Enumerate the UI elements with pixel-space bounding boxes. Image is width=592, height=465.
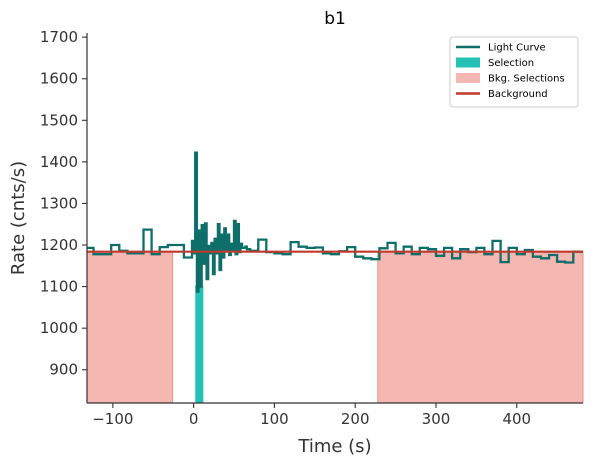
y-axis-label: Rate (cnts/s) <box>8 161 29 275</box>
chart-title: b1 <box>324 9 346 29</box>
legend-entry-label: Light Curve <box>488 43 546 54</box>
bkg-selection-1 <box>86 251 174 404</box>
light-curve-layer <box>87 151 583 293</box>
x-tick-label: −100 <box>92 410 133 428</box>
legend-swatch-patch <box>456 73 480 83</box>
x-tick-label: 100 <box>260 410 289 428</box>
y-tick-label: 1400 <box>40 153 78 171</box>
axes <box>86 33 583 404</box>
x-tick-label: 0 <box>189 410 199 428</box>
y-tick-label: 1200 <box>40 236 78 254</box>
y-tick-label: 1000 <box>40 319 78 337</box>
x-tick-label: 400 <box>502 410 531 428</box>
legend: Light Curve Selection Bkg. Selections Backg… <box>449 36 579 108</box>
x-axis-label: Time (s) <box>297 436 371 457</box>
y-tick-label: 1100 <box>40 278 78 296</box>
legend-swatch-patch <box>456 57 480 68</box>
y-tick-label: 1700 <box>40 28 78 46</box>
legend-entry-label: Selection <box>488 58 534 69</box>
x-tick-label: 300 <box>422 410 451 428</box>
legend-entry-label: Background <box>488 89 548 100</box>
light-curve-line <box>87 151 583 293</box>
legend-box <box>449 36 579 108</box>
bkg-selections-layer <box>86 251 584 404</box>
x-tick-label: 200 <box>341 410 370 428</box>
selection-layer <box>195 285 204 403</box>
legend-entry-label: Bkg. Selections <box>488 74 565 85</box>
y-tick-label: 1300 <box>40 194 78 212</box>
selection-region <box>195 285 204 403</box>
y-tick-label: 1600 <box>40 70 78 88</box>
y-tick-label: 900 <box>49 361 78 379</box>
x-ticks: −100 0 100 200 300 400 <box>92 403 531 428</box>
y-ticks: 900 1000 1100 1200 1300 1400 1500 1600 1700 <box>40 28 87 379</box>
y-tick-label: 1500 <box>40 111 78 129</box>
bkg-selection-2 <box>377 251 584 404</box>
